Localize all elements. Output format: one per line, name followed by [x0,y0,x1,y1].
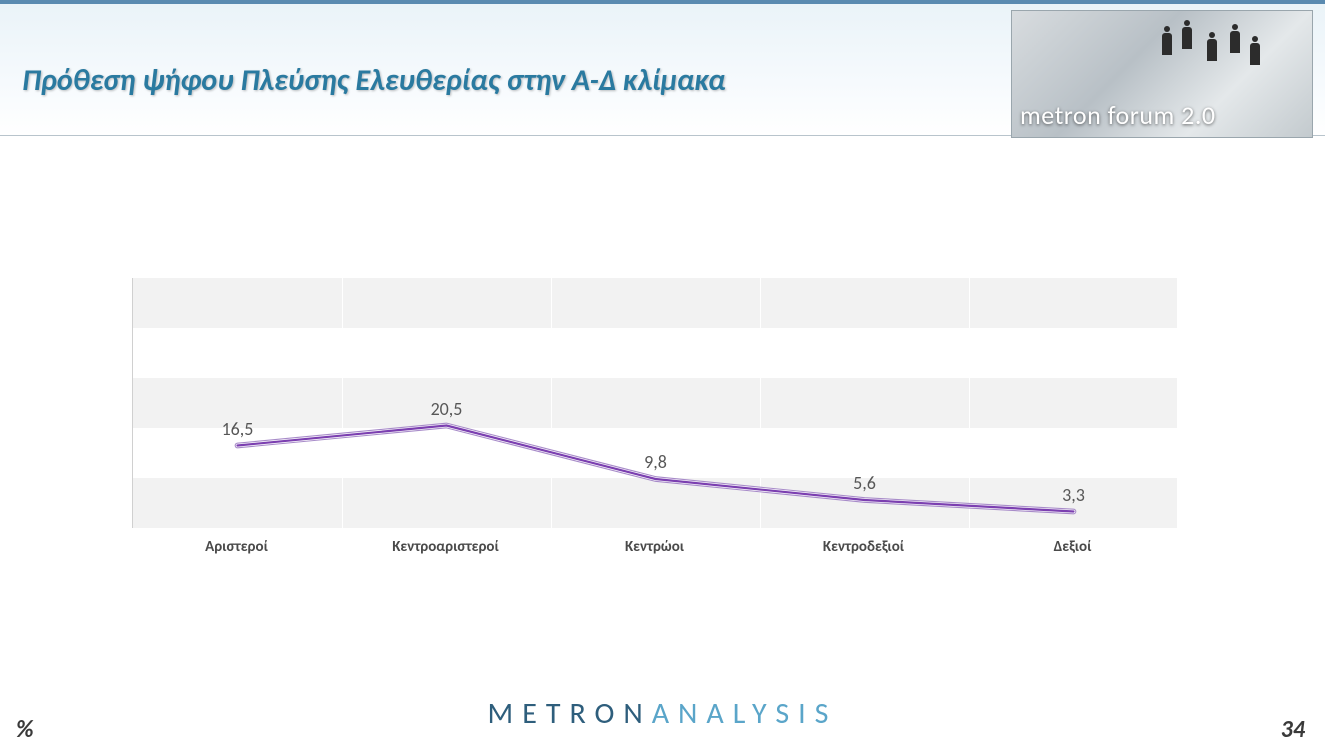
plot-area: 16,5 20,5 9,8 5,6 3,3 [132,278,1177,528]
x-axis-label: Δεξιοί [1054,538,1092,556]
data-label: 16,5 [222,418,254,440]
footer-logo-left: METRON [488,695,652,732]
x-axis-label: Αριστεροί [205,538,268,556]
header-band: Πρόθεση ψήφου Πλεύσης Ελευθερίας στην Α-… [0,4,1325,136]
line-chart: 16,5 20,5 9,8 5,6 3,3 Αριστεροί Κεντροαριστερ… [132,278,1177,578]
data-label: 5,6 [853,472,876,494]
page-number: 34 [1281,715,1305,744]
slide-title: Πρόθεση ψήφου Πλεύσης Ελευθερίας στην Α-… [22,62,726,99]
brand-box: metron forum 2.0 [1011,10,1313,138]
chart-line-svg [133,278,1178,528]
data-label: 20,5 [431,398,463,420]
brand-silhouettes [1152,25,1272,85]
data-label: 3,3 [1062,484,1085,506]
percent-mark: % [16,715,34,744]
x-axis-label: Κεντροδεξιοί [823,538,904,556]
x-axis-label: Κεντροαριστεροί [392,538,499,556]
footer-logo: METRONANALYSIS [488,695,838,732]
footer-logo-right: ANALYSIS [652,695,838,732]
slide: Πρόθεση ψήφου Πλεύσης Ελευθερίας στην Α-… [0,0,1325,750]
brand-text: metron forum 2.0 [1020,99,1216,131]
x-axis-label: Κεντρώοι [625,538,684,556]
data-label: 9,8 [644,451,667,473]
